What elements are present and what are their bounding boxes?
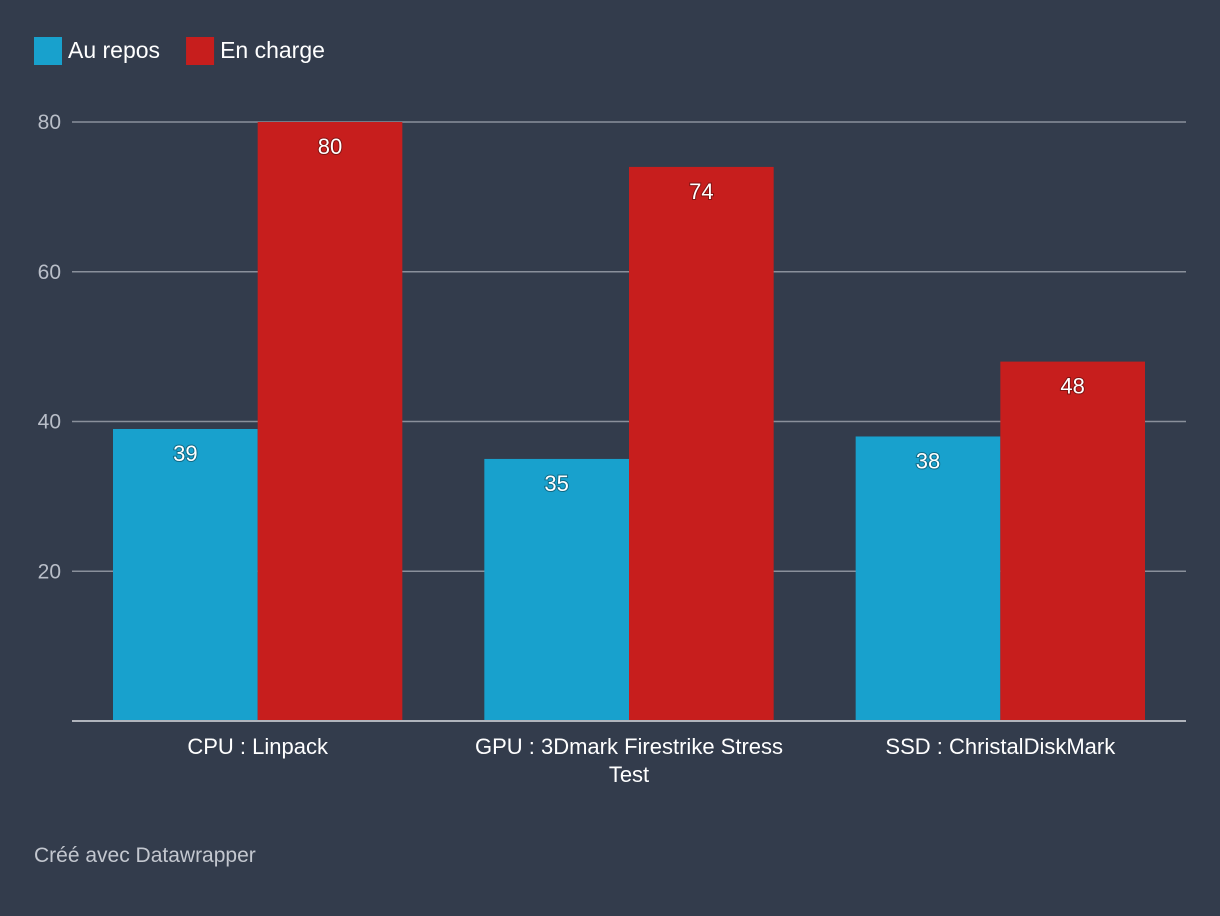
legend-swatch-0: [34, 37, 62, 65]
footer-credit: Créé avec Datawrapper: [34, 844, 256, 867]
y-tick-label-80: 80: [38, 111, 61, 134]
value-label-0-1: 80: [318, 134, 342, 159]
legend-swatch-1: [186, 37, 215, 65]
value-label-2-1: 48: [1060, 374, 1084, 399]
value-label-0-0: 39: [173, 441, 197, 466]
bar-2-1: [1000, 361, 1145, 721]
category-label-0: CPU : Linpack: [187, 734, 329, 759]
value-label-2-0: 38: [916, 448, 940, 473]
value-labels: 39 80 35 74 38 48: [172, 133, 1086, 497]
bar-1-0: [484, 458, 629, 721]
bar-1-1: [629, 166, 774, 722]
category-label-1: GPU : 3Dmark Firestrike Stress Test: [475, 734, 783, 787]
y-tick-label-20: 20: [38, 560, 61, 583]
value-label-1-1: 74: [689, 179, 713, 204]
bar-2-0: [855, 436, 1001, 721]
bars: [113, 122, 1145, 722]
y-axis-ticks: 20 40 60 80: [38, 111, 61, 583]
legend-label-1: En charge: [220, 37, 325, 63]
legend: Au repos En charge: [34, 37, 325, 65]
x-axis-categories: CPU : Linpack GPU : 3Dmark Firestrike Str…: [187, 734, 1116, 787]
y-tick-label-60: 60: [38, 261, 61, 284]
legend-label-0: Au repos: [68, 37, 160, 63]
y-tick-label-40: 40: [38, 411, 61, 434]
category-label-2: SSD : ChristalDiskMark: [885, 734, 1116, 759]
bar-0-0: [113, 428, 258, 721]
bar-0-1: [257, 122, 403, 721]
value-label-1-0: 35: [544, 471, 568, 496]
